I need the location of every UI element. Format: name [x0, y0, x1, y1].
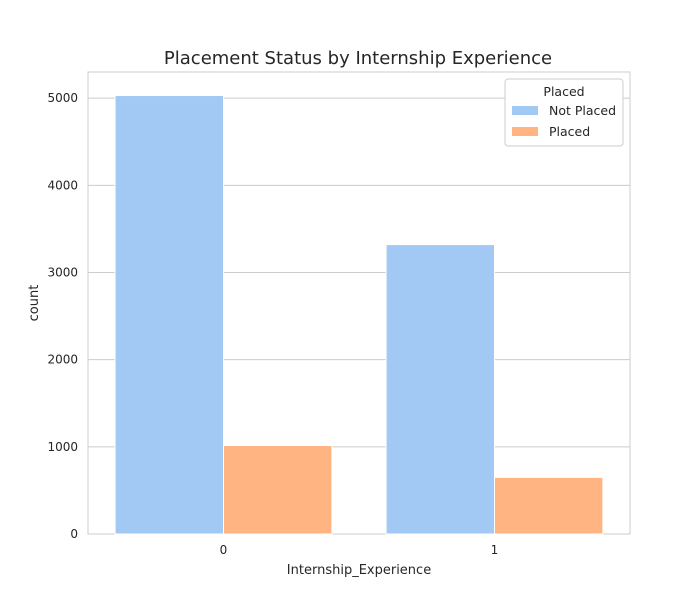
legend: Placed Not Placed Placed: [504, 78, 624, 147]
legend-swatch-placed: [512, 127, 538, 136]
y-tick-label: 2000: [47, 353, 78, 367]
legend-label-not-placed: Not Placed: [549, 103, 616, 118]
legend-title: Placed: [543, 84, 584, 99]
bar-placed-1: [494, 476, 604, 535]
y-axis-ticks: 0 1000 2000 3000 4000 5000: [47, 91, 78, 541]
x-tick-label: 0: [220, 543, 228, 557]
x-axis-label: Internship_Experience: [287, 563, 431, 578]
x-tick-label: 1: [491, 543, 499, 557]
bar-not-placed-0: [114, 95, 224, 535]
legend-swatch-not-placed: [512, 106, 538, 115]
y-tick-label: 5000: [47, 91, 78, 105]
y-tick-label: 1000: [47, 440, 78, 454]
legend-label-placed: Placed: [549, 124, 590, 139]
bars: [114, 95, 604, 535]
y-tick-label: 4000: [47, 178, 78, 192]
bar-placed-0: [223, 445, 333, 535]
plot-area: [87, 71, 631, 535]
chart-title: Placement Status by Internship Experienc…: [164, 48, 552, 69]
bar-not-placed-1: [385, 244, 496, 535]
y-tick-label: 0: [70, 527, 78, 541]
y-tick-label: 3000: [47, 265, 78, 279]
y-axis-label: count: [27, 285, 42, 322]
